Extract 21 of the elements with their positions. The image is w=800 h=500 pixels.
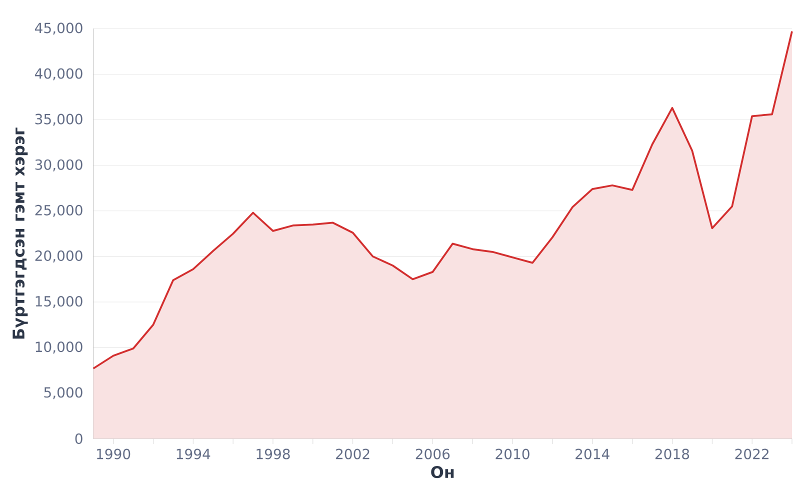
y-tick-label: 15,000: [36, 296, 82, 308]
x-tick-label: 1990: [97, 448, 130, 460]
x-axis-title: Он: [431, 466, 454, 478]
x-tick-label: 1998: [256, 448, 290, 460]
x-tick-label: 2014: [576, 448, 610, 460]
y-tick-label: 25,000: [35, 204, 82, 217]
x-tick-label: 2002: [336, 448, 370, 460]
y-tick-label: 20,000: [35, 250, 82, 262]
x-tick-label: 2010: [496, 448, 530, 460]
y-tick-label: 5,000: [44, 387, 82, 400]
y-tick-label: 40,000: [35, 68, 82, 80]
y-tick-label: 30,000: [35, 159, 82, 172]
x-tick-label: 2022: [735, 448, 768, 460]
y-tick-label: 0: [75, 433, 82, 444]
y-tick-label: 35,000: [35, 114, 82, 126]
x-tick-label: 2006: [416, 448, 450, 460]
y-tick-label: 10,000: [36, 342, 82, 354]
x-tick-label: 2018: [655, 448, 690, 460]
x-tick-label: 1994: [176, 448, 210, 460]
y-axis-title: Бүртгэгдсэн гэмт хэрэг: [12, 128, 28, 339]
y-tick-label: 45,000: [35, 22, 82, 35]
